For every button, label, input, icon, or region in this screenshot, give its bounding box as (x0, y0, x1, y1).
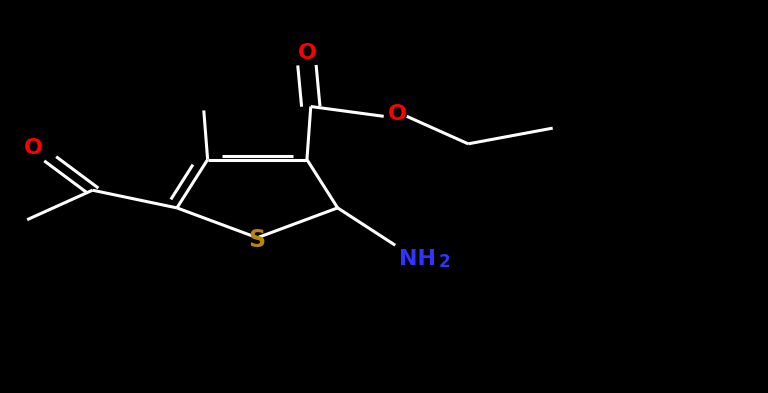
Text: S: S (249, 228, 266, 252)
Text: 2: 2 (439, 253, 450, 271)
Text: NH: NH (399, 249, 436, 269)
Text: O: O (297, 44, 316, 63)
Text: O: O (24, 138, 43, 158)
Text: O: O (388, 105, 407, 124)
